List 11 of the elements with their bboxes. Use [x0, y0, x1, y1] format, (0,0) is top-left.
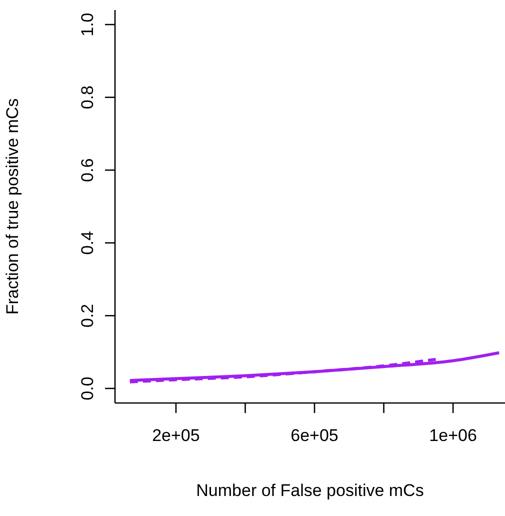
y-axis-title: Fraction of true positive mCs	[3, 98, 22, 315]
y-tick-label: 1.0	[78, 12, 97, 36]
x-tick-label: 6e+05	[290, 426, 338, 446]
y-tick-label: 0.4	[78, 231, 97, 255]
y-tick-label: 0.8	[78, 86, 97, 110]
y-tick-label: 0.2	[78, 304, 97, 328]
x-tick-label: 1e+06	[429, 426, 477, 446]
x-tick-label: 2e+05	[152, 426, 200, 446]
y-tick-label: 0.0	[78, 376, 97, 400]
x-axis-title: Number of False positive mCs	[196, 481, 424, 500]
y-tick-label: 0.6	[78, 158, 97, 182]
